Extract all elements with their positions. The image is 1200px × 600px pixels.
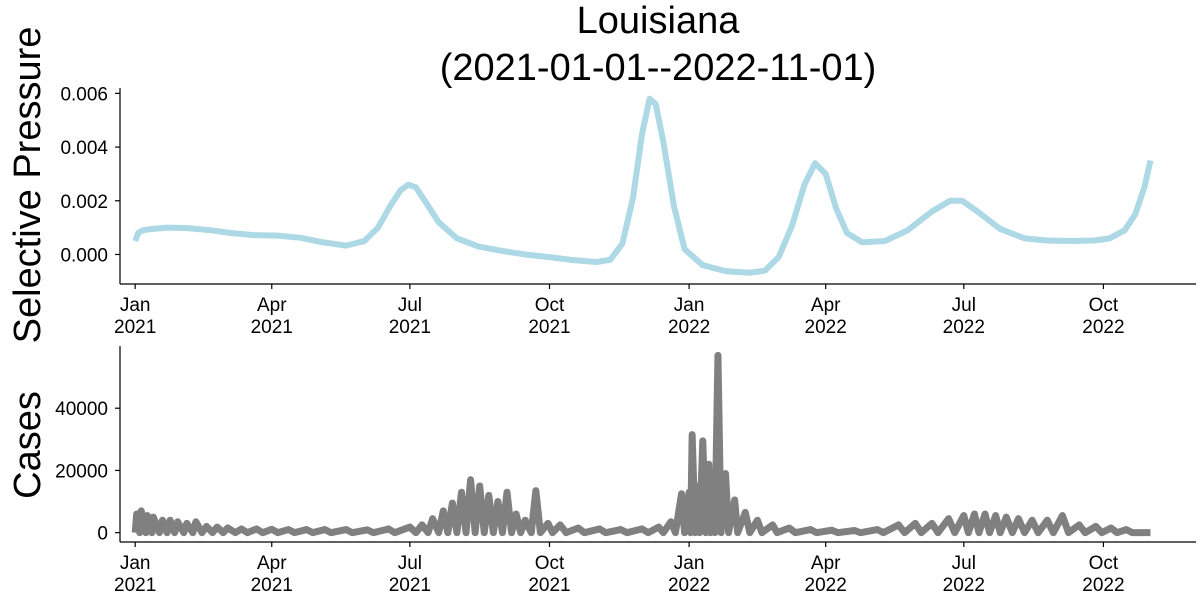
cases-x-tick-label-year: 2022 xyxy=(1082,575,1124,596)
cases-x-tick-label-year: 2021 xyxy=(528,575,570,596)
cases-x-tick-label-year: 2022 xyxy=(943,575,985,596)
sp-x-tick-label-month: Apr xyxy=(811,295,841,316)
cases-x-tick-label-year: 2021 xyxy=(389,575,431,596)
cases-series-line xyxy=(131,351,1151,537)
sp-x-tick-label-year: 2021 xyxy=(251,317,293,338)
selective-pressure-panel: Selective Pressure 0.000 0.002 0.004 0.006 J… xyxy=(7,27,1196,344)
cases-x-tick-label-month: Jan xyxy=(120,553,151,574)
cases-x-tick-label-month: Jul xyxy=(398,553,422,574)
cases-x-tick-label-year: 2022 xyxy=(805,575,847,596)
sp-series-line xyxy=(132,95,1154,276)
y-axis-label-cases: Cases xyxy=(7,391,49,499)
sp-x-tick-label-year: 2022 xyxy=(1082,317,1124,338)
sp-x-tick-label-month: Oct xyxy=(535,295,565,316)
cases-x-tick-label-year: 2022 xyxy=(668,575,710,596)
sp-x-tick-label-month: Jan xyxy=(674,295,705,316)
cases-x-tick-label-month: Jan xyxy=(674,553,705,574)
sp-x-tick-label-month: Apr xyxy=(257,295,287,316)
cases-y-tick-label: 0 xyxy=(97,524,108,545)
cases-x-tick-label-year: 2021 xyxy=(251,575,293,596)
cases-x-tick-label-month: Apr xyxy=(811,553,841,574)
chart-title-line1: Louisiana xyxy=(577,0,741,42)
sp-x-tick-label-month: Jul xyxy=(398,295,422,316)
cases-x-tick-label-month: Apr xyxy=(257,553,287,574)
cases-y-tick-label: 40000 xyxy=(55,399,108,420)
chart-title-line2: (2021-01-01--2022-11-01) xyxy=(440,47,877,89)
sp-x-tick-label-month: Jan xyxy=(120,295,151,316)
cases-y-tick-label: 20000 xyxy=(55,461,108,482)
cases-x-tick-label-year: 2021 xyxy=(114,575,156,596)
sp-x-tick-label-year: 2021 xyxy=(528,317,570,338)
sp-x-tick-label-year: 2022 xyxy=(805,317,847,338)
sp-y-tick-label: 0.004 xyxy=(60,138,108,159)
cases-x-tick-label-month: Jul xyxy=(952,553,976,574)
sp-y-tick-label: 0.006 xyxy=(60,84,108,105)
cases-x-tick-label-month: Oct xyxy=(1089,553,1119,574)
sp-x-tick-label-year: 2022 xyxy=(668,317,710,338)
sp-y-tick-label: 0.000 xyxy=(60,245,108,266)
sp-x-tick-label-year: 2022 xyxy=(943,317,985,338)
y-axis-label-selective-pressure: Selective Pressure xyxy=(7,27,49,344)
sp-y-tick-label: 0.002 xyxy=(60,192,108,213)
cases-x-tick-label-month: Oct xyxy=(535,553,565,574)
sp-x-tick-label-year: 2021 xyxy=(114,317,156,338)
cases-panel: Cases 02000040000Jan2021Apr2021Jul2021Oc… xyxy=(7,346,1196,596)
sp-x-tick-label-year: 2021 xyxy=(389,317,431,338)
sp-x-tick-label-month: Oct xyxy=(1089,295,1119,316)
sp-x-tick-label-month: Jul xyxy=(952,295,976,316)
